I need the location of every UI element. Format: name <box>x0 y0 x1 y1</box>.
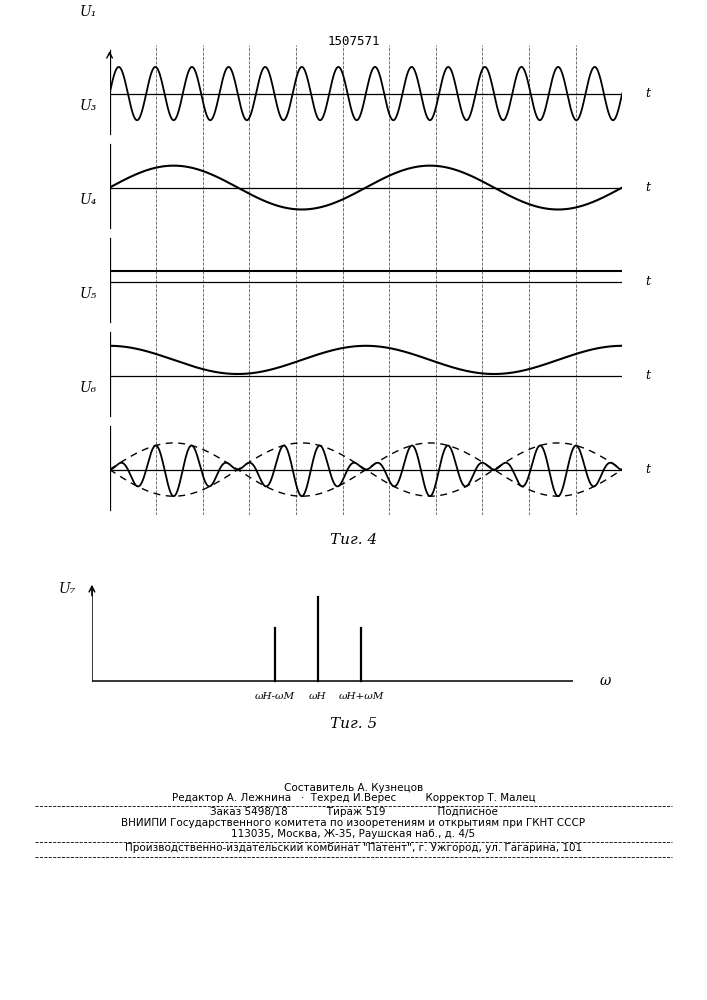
Text: t: t <box>645 87 650 100</box>
Text: ωΗ: ωΗ <box>309 692 327 701</box>
Text: U₇: U₇ <box>59 582 76 596</box>
Text: U₆: U₆ <box>79 381 97 395</box>
Text: ω: ω <box>599 674 610 688</box>
Text: Редактор А. Лежнина   ·  Техред И.Верес         Корректор Т. Малец: Редактор А. Лежнина · Техред И.Верес Кор… <box>172 793 535 803</box>
Text: ВНИИПИ Государственного комитета по изооретениям и открытиям при ГКНТ СССР: ВНИИПИ Государственного комитета по изоо… <box>122 818 585 828</box>
Text: U₁: U₁ <box>79 5 97 19</box>
Text: Заказ 5498/18            Тираж 519                Подписное: Заказ 5498/18 Тираж 519 Подписное <box>209 807 498 817</box>
Text: Τиг. 4: Τиг. 4 <box>330 533 377 547</box>
Text: U₃: U₃ <box>79 99 97 113</box>
Text: t: t <box>645 369 650 382</box>
Text: 1507571: 1507571 <box>327 35 380 48</box>
Text: U₅: U₅ <box>79 287 97 301</box>
Text: Производственно-издательский комбинат "Патент", г. Ужгород, ул. Гагарина, 101: Производственно-издательский комбинат "П… <box>125 843 582 853</box>
Text: t: t <box>645 463 650 476</box>
Text: ωΗ-ωΜ: ωΗ-ωΜ <box>255 692 295 701</box>
Text: 113035, Москва, Ж-35, Раушская наб., д. 4/5: 113035, Москва, Ж-35, Раушская наб., д. … <box>231 829 476 839</box>
Text: U₄: U₄ <box>79 193 97 207</box>
Text: ωΗ+ωΜ: ωΗ+ωΜ <box>339 692 384 701</box>
Text: t: t <box>645 275 650 288</box>
Text: Составитель А. Кузнецов: Составитель А. Кузнецов <box>284 783 423 793</box>
Text: t: t <box>645 181 650 194</box>
Text: Τиг. 5: Τиг. 5 <box>330 717 377 731</box>
